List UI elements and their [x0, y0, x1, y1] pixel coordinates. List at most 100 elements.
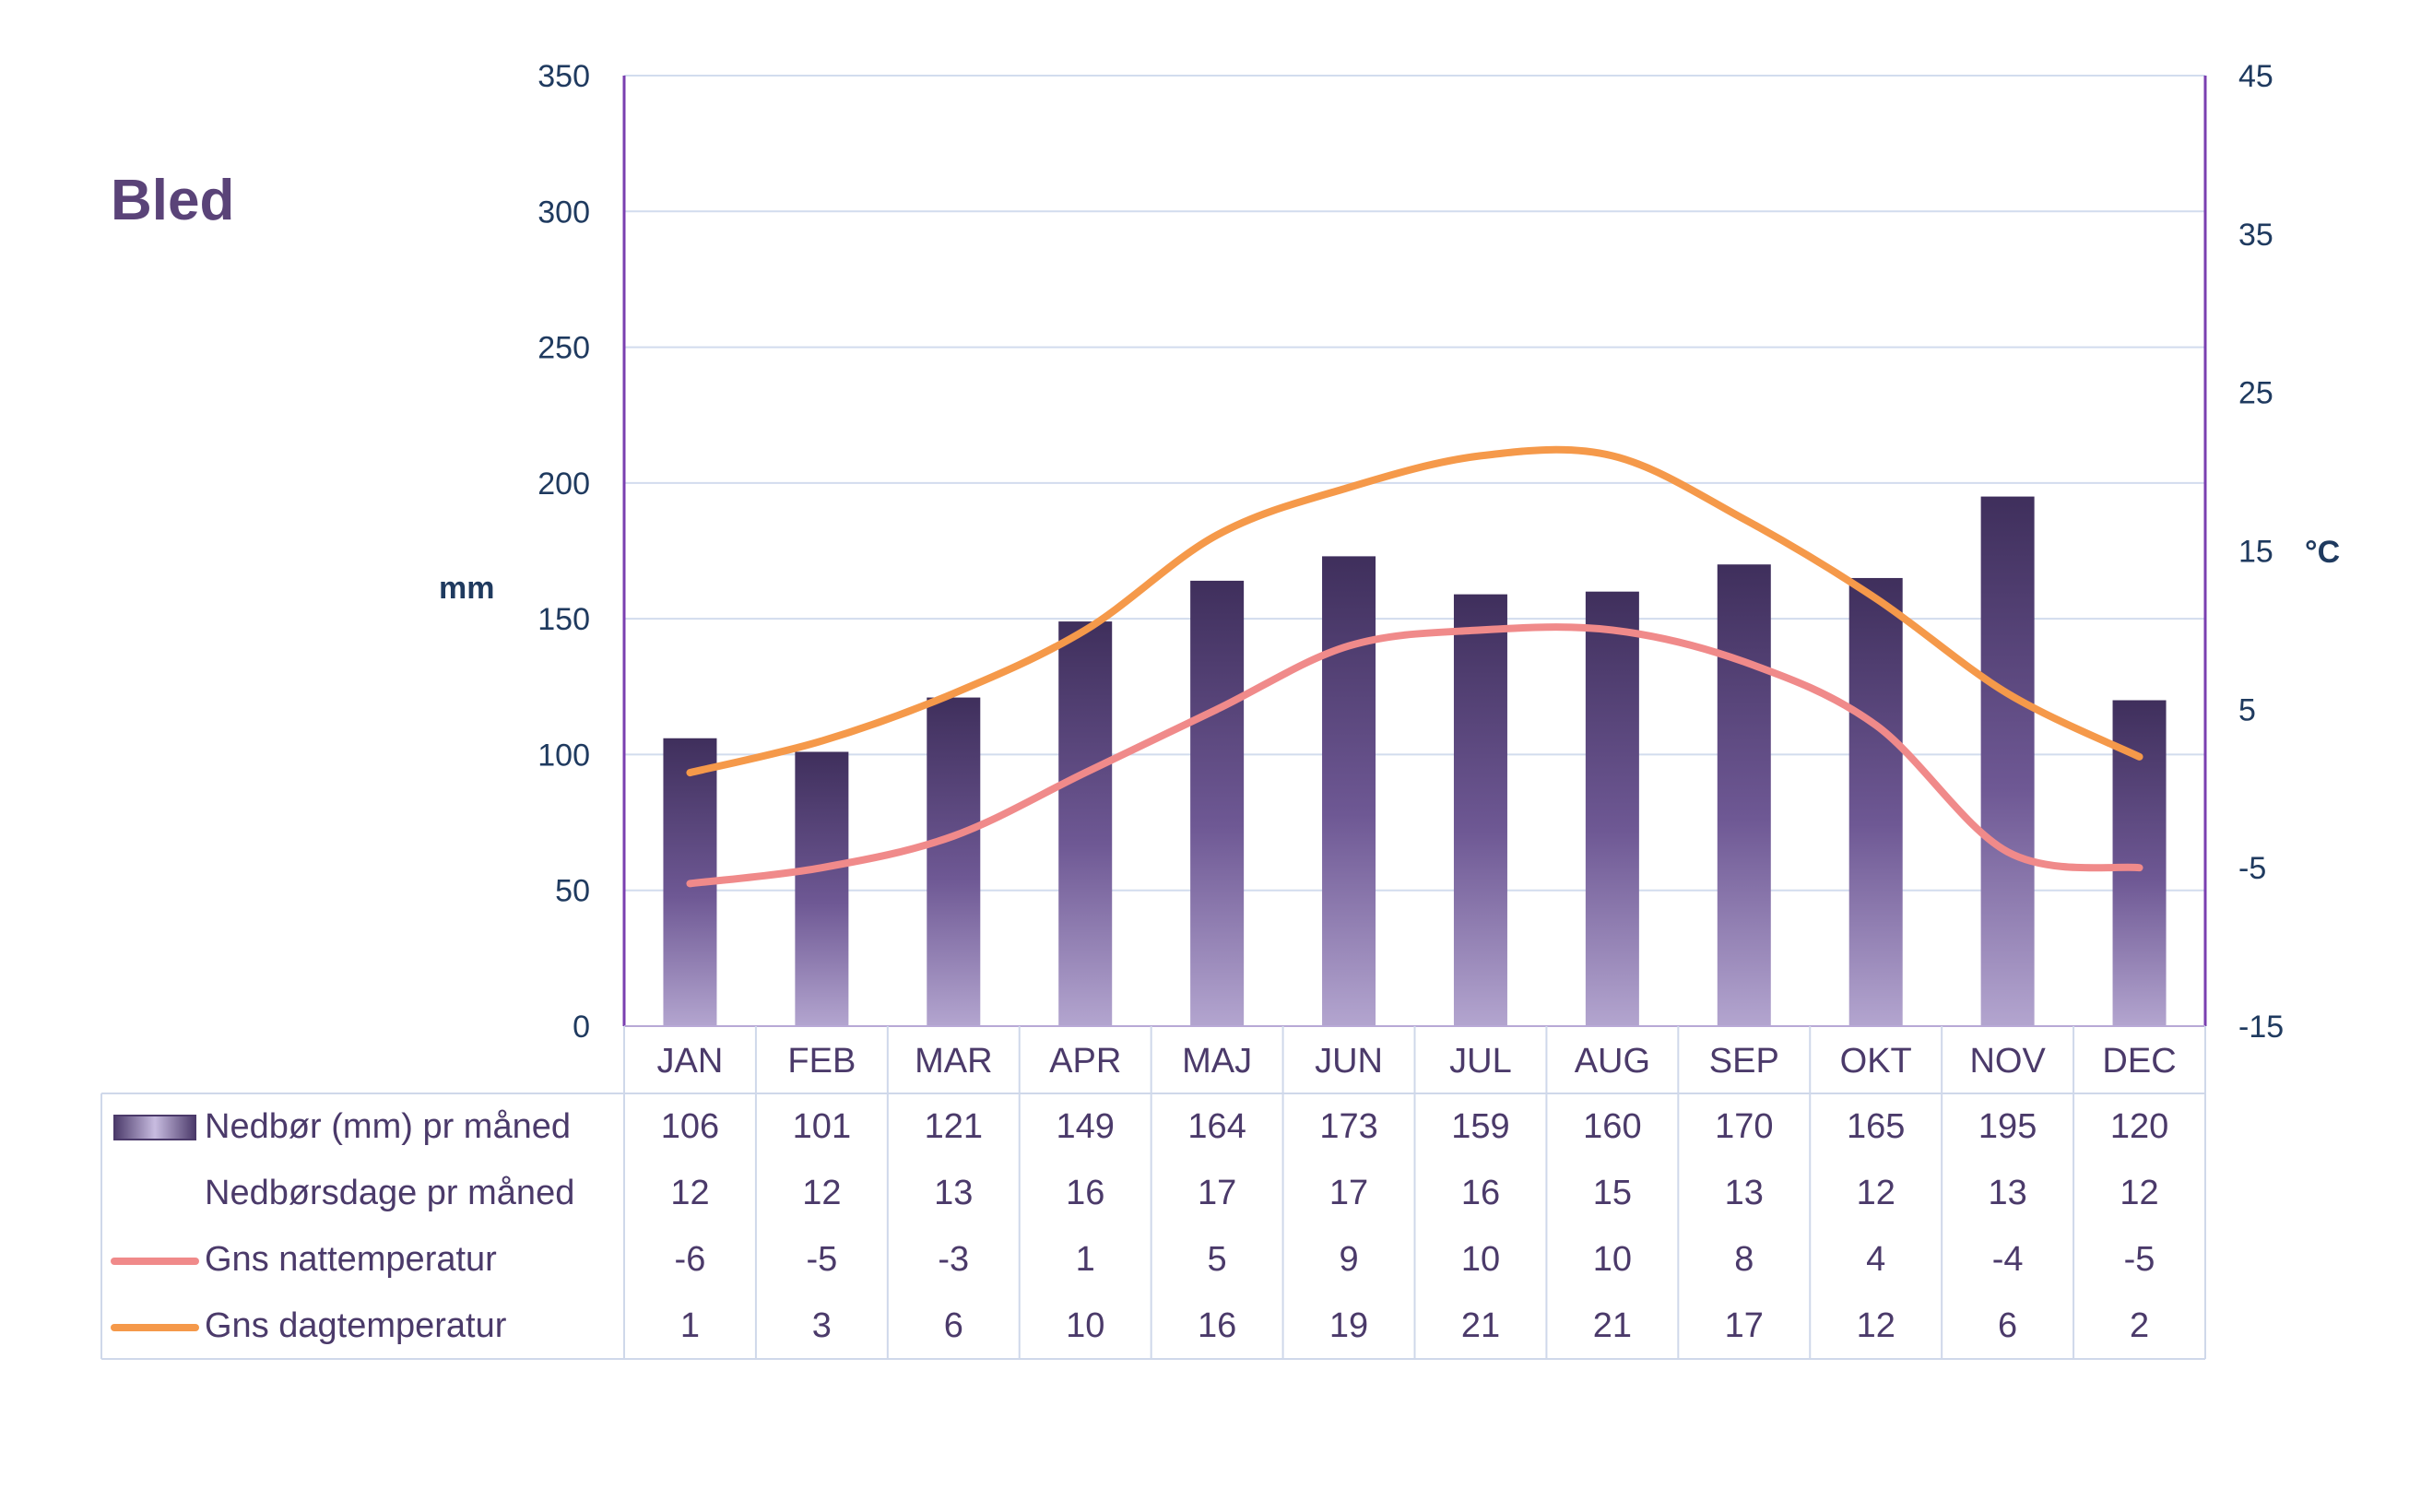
right-tick-label: 35: [2238, 218, 2273, 253]
table-cell: 17: [1329, 1174, 1368, 1212]
precip-bar: [1980, 496, 2035, 1026]
month-label: JAN: [657, 1042, 724, 1081]
table-cell: 16: [1066, 1174, 1104, 1212]
table-cell: 8: [1734, 1240, 1754, 1279]
table-cell: 12: [2120, 1174, 2158, 1212]
month-label: SEP: [1709, 1042, 1779, 1081]
day-temp-line: [686, 445, 2143, 777]
temperature-lines: [686, 445, 2143, 888]
precip-bar: [1453, 594, 1507, 1026]
table-cell: 5: [1208, 1240, 1227, 1279]
precip-bar: [1848, 577, 1903, 1026]
row-label: Nedbørsdage pr måned: [205, 1174, 574, 1212]
table-cell: 101: [793, 1107, 851, 1146]
table-cell: 170: [1715, 1107, 1773, 1146]
table-cell: 121: [925, 1107, 983, 1146]
table-cell: -5: [806, 1240, 837, 1279]
table-cell: 19: [1329, 1306, 1368, 1345]
table-cell: 15: [1593, 1174, 1632, 1212]
table-cell: -5: [2124, 1240, 2155, 1279]
table-cell: 16: [1461, 1174, 1500, 1212]
right-tick-label: 5: [2238, 692, 2256, 727]
month-label: MAJ: [1182, 1042, 1252, 1081]
row-label: Gns dagtemperatur: [205, 1306, 507, 1345]
right-tick-label: 25: [2238, 376, 2273, 411]
table-cell: -6: [675, 1240, 706, 1279]
table-cell: 12: [1857, 1174, 1895, 1212]
right-tick-label: 15: [2238, 535, 2273, 570]
table-cell: 12: [1857, 1306, 1895, 1345]
right-tick-label: -15: [2238, 1010, 2284, 1045]
table-cell: 159: [1451, 1107, 1509, 1146]
table-cell: 17: [1198, 1174, 1236, 1212]
month-label: JUL: [1449, 1042, 1512, 1081]
table-cell: 16: [1198, 1306, 1236, 1345]
right-axis-unit: °C: [2305, 535, 2340, 570]
month-label: OKT: [1840, 1042, 1912, 1081]
table-cell: 6: [944, 1306, 963, 1345]
left-tick-label: 200: [537, 467, 590, 502]
table-cell: 9: [1339, 1240, 1358, 1279]
table-cell: 10: [1461, 1240, 1500, 1279]
table-cell: 12: [670, 1174, 709, 1212]
left-tick-label: 350: [537, 59, 590, 94]
table-cell: 106: [661, 1107, 719, 1146]
table-cell: 2: [2130, 1306, 2149, 1345]
data-table: JAN FEB MAR APR MAJ JUN JUL AUG SEP OKT NOV DEC Nedb…: [100, 1026, 2206, 1360]
left-tick-label: 50: [555, 874, 590, 909]
night-temp-line: [686, 623, 2143, 888]
month-label: MAR: [915, 1042, 992, 1081]
left-axis-unit: mm: [439, 571, 494, 606]
precip-bar: [795, 751, 849, 1026]
chart-title: Bled: [111, 169, 234, 232]
precipitation-bars: [663, 496, 2167, 1026]
left-tick-label: 300: [537, 195, 590, 230]
month-label: JUN: [1315, 1042, 1383, 1081]
month-label: AUG: [1575, 1042, 1650, 1081]
table-cell: 164: [1187, 1107, 1246, 1146]
left-tick-label: 150: [537, 602, 590, 637]
table-cell: 13: [1725, 1174, 1764, 1212]
table-cell: 21: [1593, 1306, 1632, 1345]
row-label: Gns nattemperatur: [205, 1240, 497, 1279]
table-cell: 13: [1988, 1174, 2026, 1212]
axes: [622, 76, 2207, 1027]
legend-key-precip: [113, 1115, 196, 1140]
table-cell: 195: [1978, 1107, 2037, 1146]
month-label: DEC: [2102, 1042, 2176, 1081]
table-cell: -4: [1992, 1240, 2024, 1279]
table-cell: 21: [1461, 1306, 1500, 1345]
table-cell: 120: [2110, 1107, 2168, 1146]
table-cell: 173: [1319, 1107, 1377, 1146]
left-tick-label: 100: [537, 738, 590, 773]
table-cell: 6: [1998, 1306, 2017, 1345]
gridlines: [624, 75, 2205, 892]
month-label: FEB: [787, 1042, 856, 1081]
precip-bar: [1058, 621, 1113, 1026]
table-cell: -3: [938, 1240, 969, 1279]
precip-bar: [927, 697, 981, 1026]
table-cell: 13: [934, 1174, 973, 1212]
table-cell: 149: [1057, 1107, 1115, 1146]
precip-bar: [1322, 556, 1376, 1026]
table-cell: 160: [1583, 1107, 1641, 1146]
right-axis-ticks: -15 -5 5 15 25 35 45: [2238, 59, 2284, 1045]
table-cell: 3: [812, 1306, 832, 1345]
left-tick-label: 0: [573, 1010, 590, 1045]
table-cell: 165: [1847, 1107, 1905, 1146]
table-cell: 12: [802, 1174, 841, 1212]
table-cell: 17: [1725, 1306, 1764, 1345]
left-tick-label: 250: [537, 331, 590, 366]
precip-bar: [1717, 564, 1771, 1026]
table-cell: 10: [1066, 1306, 1104, 1345]
precip-bar: [1585, 591, 1639, 1026]
month-label: NOV: [1969, 1042, 2046, 1081]
month-label: APR: [1049, 1042, 1121, 1081]
precip-bar: [1190, 580, 1245, 1026]
table-cell: 1: [680, 1306, 700, 1345]
right-tick-label: -5: [2238, 851, 2266, 886]
right-tick-label: 45: [2238, 59, 2273, 94]
table-cell: 1: [1076, 1240, 1095, 1279]
left-axis-ticks: 0 50 100 150 200 250 300 350: [537, 59, 590, 1045]
